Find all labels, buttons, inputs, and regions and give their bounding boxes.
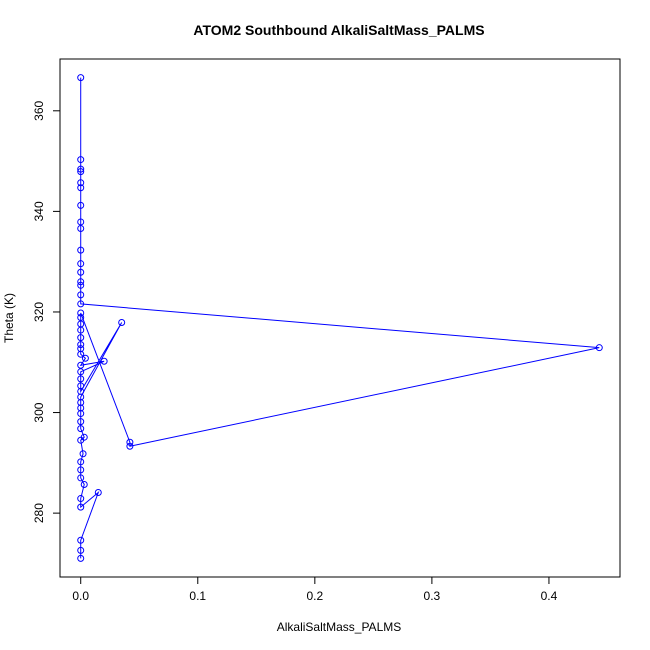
data-point xyxy=(77,382,85,390)
y-axis-label: Theta (K) xyxy=(2,293,16,343)
data-point xyxy=(77,313,85,321)
y-axis: 280 300 320 340 360 xyxy=(32,100,61,523)
data-point xyxy=(77,201,85,209)
data-point xyxy=(77,281,85,289)
data-point xyxy=(77,246,85,254)
data-point xyxy=(77,268,85,276)
x-tick-label: 0.0 xyxy=(72,589,89,603)
data-point xyxy=(77,341,85,349)
data-point xyxy=(118,319,126,327)
y-tick-label: 340 xyxy=(32,201,46,221)
data-point xyxy=(77,156,85,164)
data-point xyxy=(126,438,134,446)
data-point xyxy=(77,74,85,82)
data-point xyxy=(595,344,603,352)
chart-title: ATOM2 Southbound AlkaliSaltMass_PALMS xyxy=(193,22,484,38)
data-point xyxy=(77,361,85,369)
data-point xyxy=(77,554,85,562)
data-point xyxy=(77,218,85,226)
data-point xyxy=(77,309,85,317)
data-point xyxy=(77,375,85,383)
data-point xyxy=(77,165,85,173)
data-point xyxy=(77,300,85,308)
data-point xyxy=(77,184,85,192)
data-point xyxy=(77,320,85,328)
data-point xyxy=(94,489,102,497)
x-tick-label: 0.1 xyxy=(189,589,206,603)
data-point xyxy=(77,495,85,503)
x-tick-label: 0.2 xyxy=(306,589,323,603)
data-point xyxy=(126,442,134,450)
data-point xyxy=(100,357,108,365)
data-point xyxy=(77,458,85,466)
data-point xyxy=(77,345,85,353)
series-line xyxy=(79,77,600,559)
data-point xyxy=(77,291,85,299)
data-point xyxy=(77,474,85,482)
data-point xyxy=(77,179,85,187)
data-point xyxy=(77,168,85,176)
data-point xyxy=(80,433,88,441)
x-tick-label: 0.4 xyxy=(541,589,558,603)
y-tick-label: 280 xyxy=(32,503,46,523)
y-tick-label: 360 xyxy=(32,100,46,120)
x-axis-label: AlkaliSaltMass_PALMS xyxy=(277,620,402,634)
data-point xyxy=(80,480,88,488)
data-point xyxy=(77,224,85,232)
x-axis: 0.0 0.1 0.2 0.3 0.4 xyxy=(72,576,558,603)
x-tick-label: 0.3 xyxy=(424,589,441,603)
data-point xyxy=(79,450,87,458)
y-tick-label: 320 xyxy=(32,302,46,322)
data-point xyxy=(77,368,85,376)
data-point xyxy=(77,278,85,286)
y-tick-label: 300 xyxy=(32,402,46,422)
plot-box xyxy=(59,58,621,578)
data-point xyxy=(77,260,85,268)
data-point xyxy=(77,536,85,544)
data-point xyxy=(77,466,85,474)
data-point xyxy=(77,418,85,426)
data-point xyxy=(77,546,85,554)
data-point xyxy=(77,334,85,342)
data-point xyxy=(77,425,85,433)
data-point xyxy=(81,354,89,362)
data-point xyxy=(77,503,85,511)
series-layer xyxy=(77,74,603,562)
